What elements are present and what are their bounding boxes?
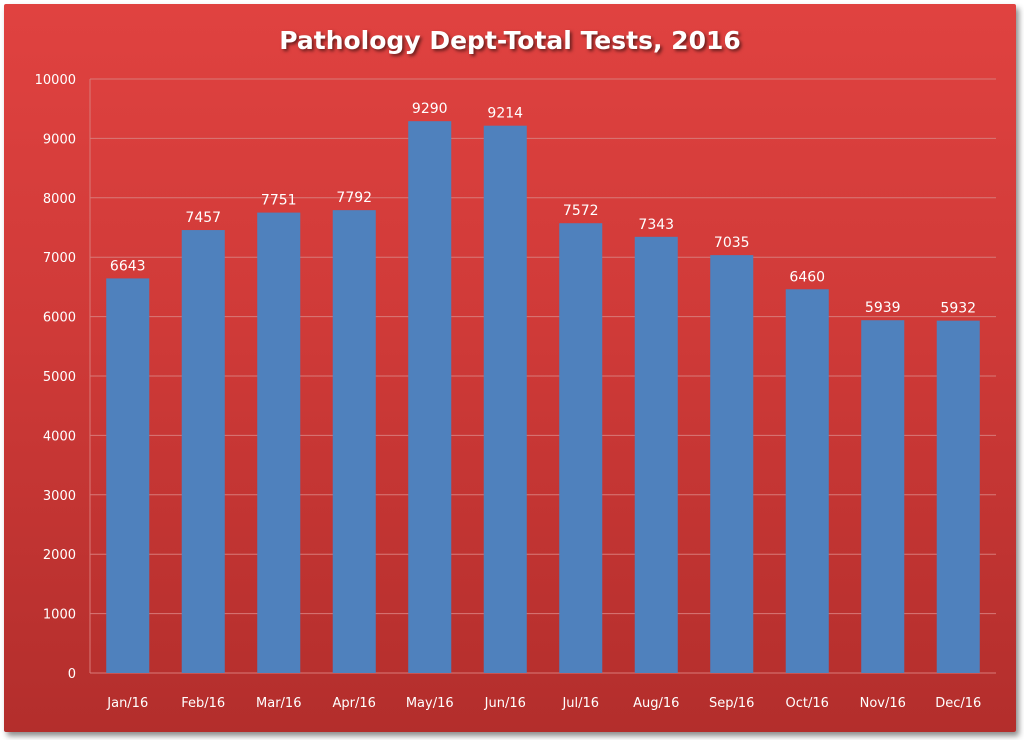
bar-aug-16 — [634, 236, 678, 673]
y-tick-label: 8000 — [43, 192, 76, 207]
y-tick-label: 1000 — [43, 608, 76, 623]
x-tick-label: Aug/16 — [633, 696, 679, 711]
bar-dec-16 — [936, 320, 980, 673]
bars — [106, 121, 980, 673]
bar-may-16 — [408, 121, 452, 673]
data-label: 7572 — [563, 203, 599, 219]
bar-nov-16 — [861, 320, 905, 673]
chart-frame: Pathology Dept-Total Tests, 2016 0 1000 20… — [4, 4, 1016, 732]
x-tick-label: Dec/16 — [935, 696, 981, 711]
bar-mar-16 — [257, 212, 301, 673]
data-label: 7035 — [714, 235, 750, 251]
data-label: 7457 — [185, 210, 221, 226]
bar-jun-16 — [483, 125, 527, 673]
x-tick-label: May/16 — [406, 696, 454, 711]
x-tick-label: Mar/16 — [256, 696, 301, 711]
bar-apr-16 — [332, 210, 376, 673]
x-tick-label: Nov/16 — [860, 696, 906, 711]
x-axis-tick-labels: Jan/16 Feb/16 Mar/16 Apr/16 May/16 Jun/16 Jul/… — [106, 696, 981, 711]
data-label: 5939 — [865, 300, 901, 316]
data-label: 6643 — [110, 258, 146, 274]
bar-feb-16 — [181, 230, 225, 673]
data-label: 9290 — [412, 101, 448, 117]
y-tick-label: 7000 — [43, 251, 76, 266]
data-label: 7343 — [638, 217, 674, 233]
y-tick-label: 6000 — [43, 311, 76, 326]
data-label: 7792 — [336, 190, 372, 206]
y-tick-label: 4000 — [43, 429, 76, 444]
data-label: 9214 — [487, 106, 523, 122]
bar-jul-16 — [559, 223, 603, 673]
bar-jan-16 — [106, 278, 150, 673]
y-tick-label: 3000 — [43, 489, 76, 504]
x-tick-label: Jul/16 — [561, 696, 599, 711]
y-tick-label: 10000 — [35, 73, 76, 88]
x-tick-label: Jan/16 — [106, 696, 148, 711]
data-label: 6460 — [789, 269, 825, 285]
chart-title: Pathology Dept-Total Tests, 2016 — [279, 26, 741, 55]
gridlines — [89, 78, 996, 674]
x-tick-label: Sep/16 — [709, 696, 754, 711]
x-tick-label: Oct/16 — [786, 696, 829, 711]
x-tick-label: Feb/16 — [181, 696, 225, 711]
bar-sep-16 — [710, 255, 754, 673]
bar-chart: 0 1000 2000 3000 4000 5000 6000 7000 8000 9000 100… — [35, 73, 996, 711]
x-tick-label: Apr/16 — [333, 696, 376, 711]
data-label: 7751 — [261, 193, 297, 209]
y-tick-label: 9000 — [43, 132, 76, 147]
y-axis-tick-labels: 0 1000 2000 3000 4000 5000 6000 7000 8000 9000 100… — [35, 73, 76, 682]
x-tick-label: Jun/16 — [484, 696, 526, 711]
y-tick-label: 2000 — [43, 548, 76, 563]
data-label: 5932 — [940, 301, 976, 317]
y-tick-label: 5000 — [43, 370, 76, 385]
y-tick-label: 0 — [68, 667, 76, 682]
data-labels: 6643 7457 7751 7792 9290 9214 7572 7343 7035 6460… — [110, 101, 976, 316]
bar-oct-16 — [785, 289, 829, 673]
